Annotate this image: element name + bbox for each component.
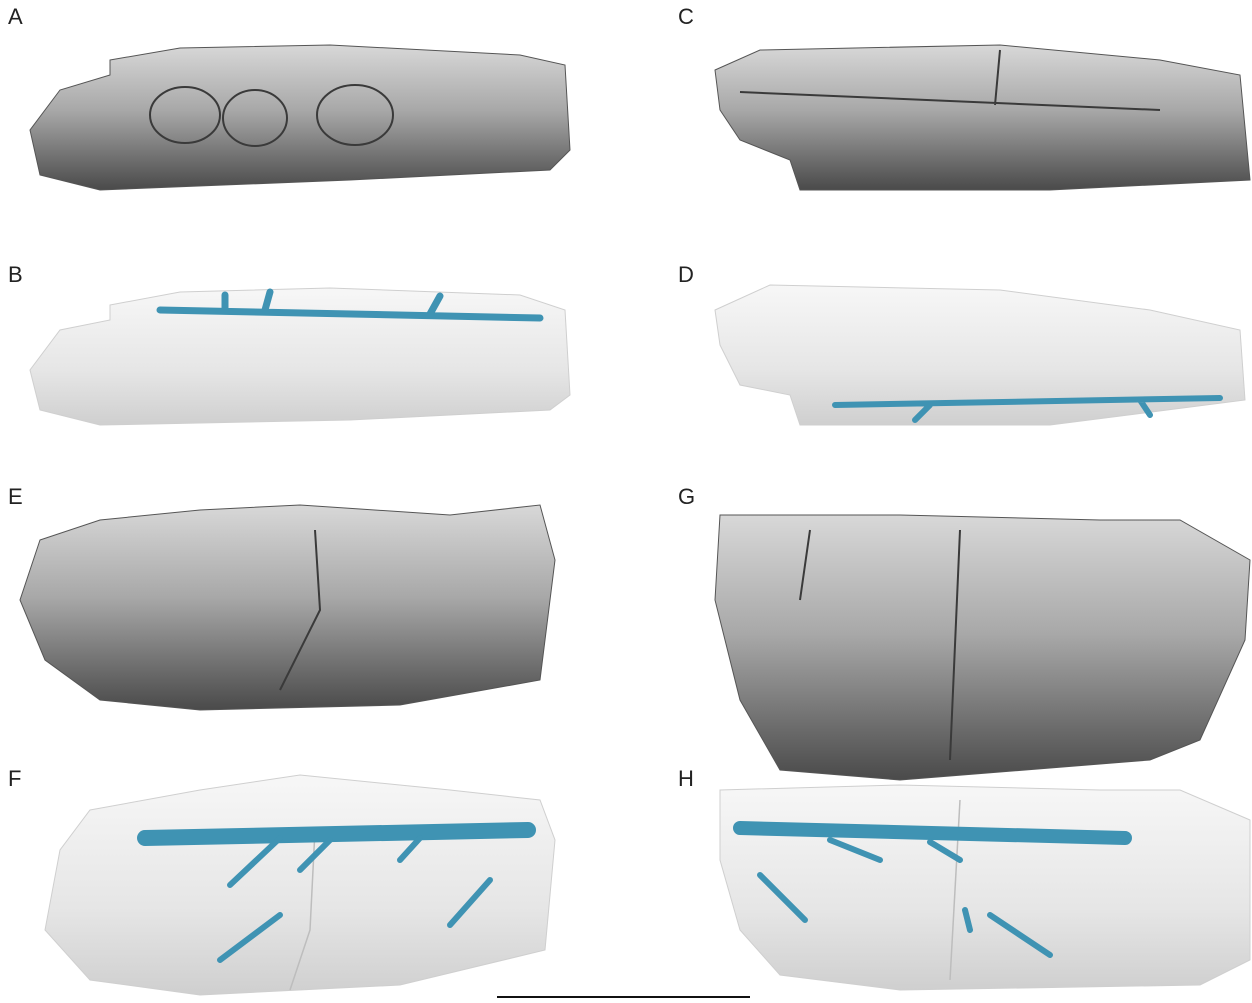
alveolus (149, 86, 221, 144)
canal (757, 837, 1053, 958)
specimen-render (714, 44, 1251, 191)
panel-label: C (678, 4, 694, 29)
canal (217, 835, 493, 963)
crack (739, 49, 1161, 111)
specimen-render (29, 287, 571, 426)
specimen-render (19, 504, 556, 711)
panel-label: D (678, 262, 694, 287)
panel-label: G (678, 484, 695, 509)
alveolus (222, 89, 288, 147)
canal (156, 288, 544, 322)
crack (289, 829, 316, 991)
specimen-render (714, 514, 1251, 781)
canal (832, 395, 1223, 423)
panel-label: H (678, 766, 694, 791)
specimen-render (29, 44, 571, 191)
crack (799, 529, 961, 761)
canal (733, 821, 1132, 845)
panel-label: E (8, 484, 23, 509)
specimen-render (719, 784, 1251, 991)
panel-label: F (8, 766, 21, 791)
alveolus (316, 84, 394, 146)
canal (137, 822, 536, 846)
panel-label: A (8, 4, 23, 29)
crack (279, 529, 322, 691)
panel-label: B (8, 262, 23, 287)
